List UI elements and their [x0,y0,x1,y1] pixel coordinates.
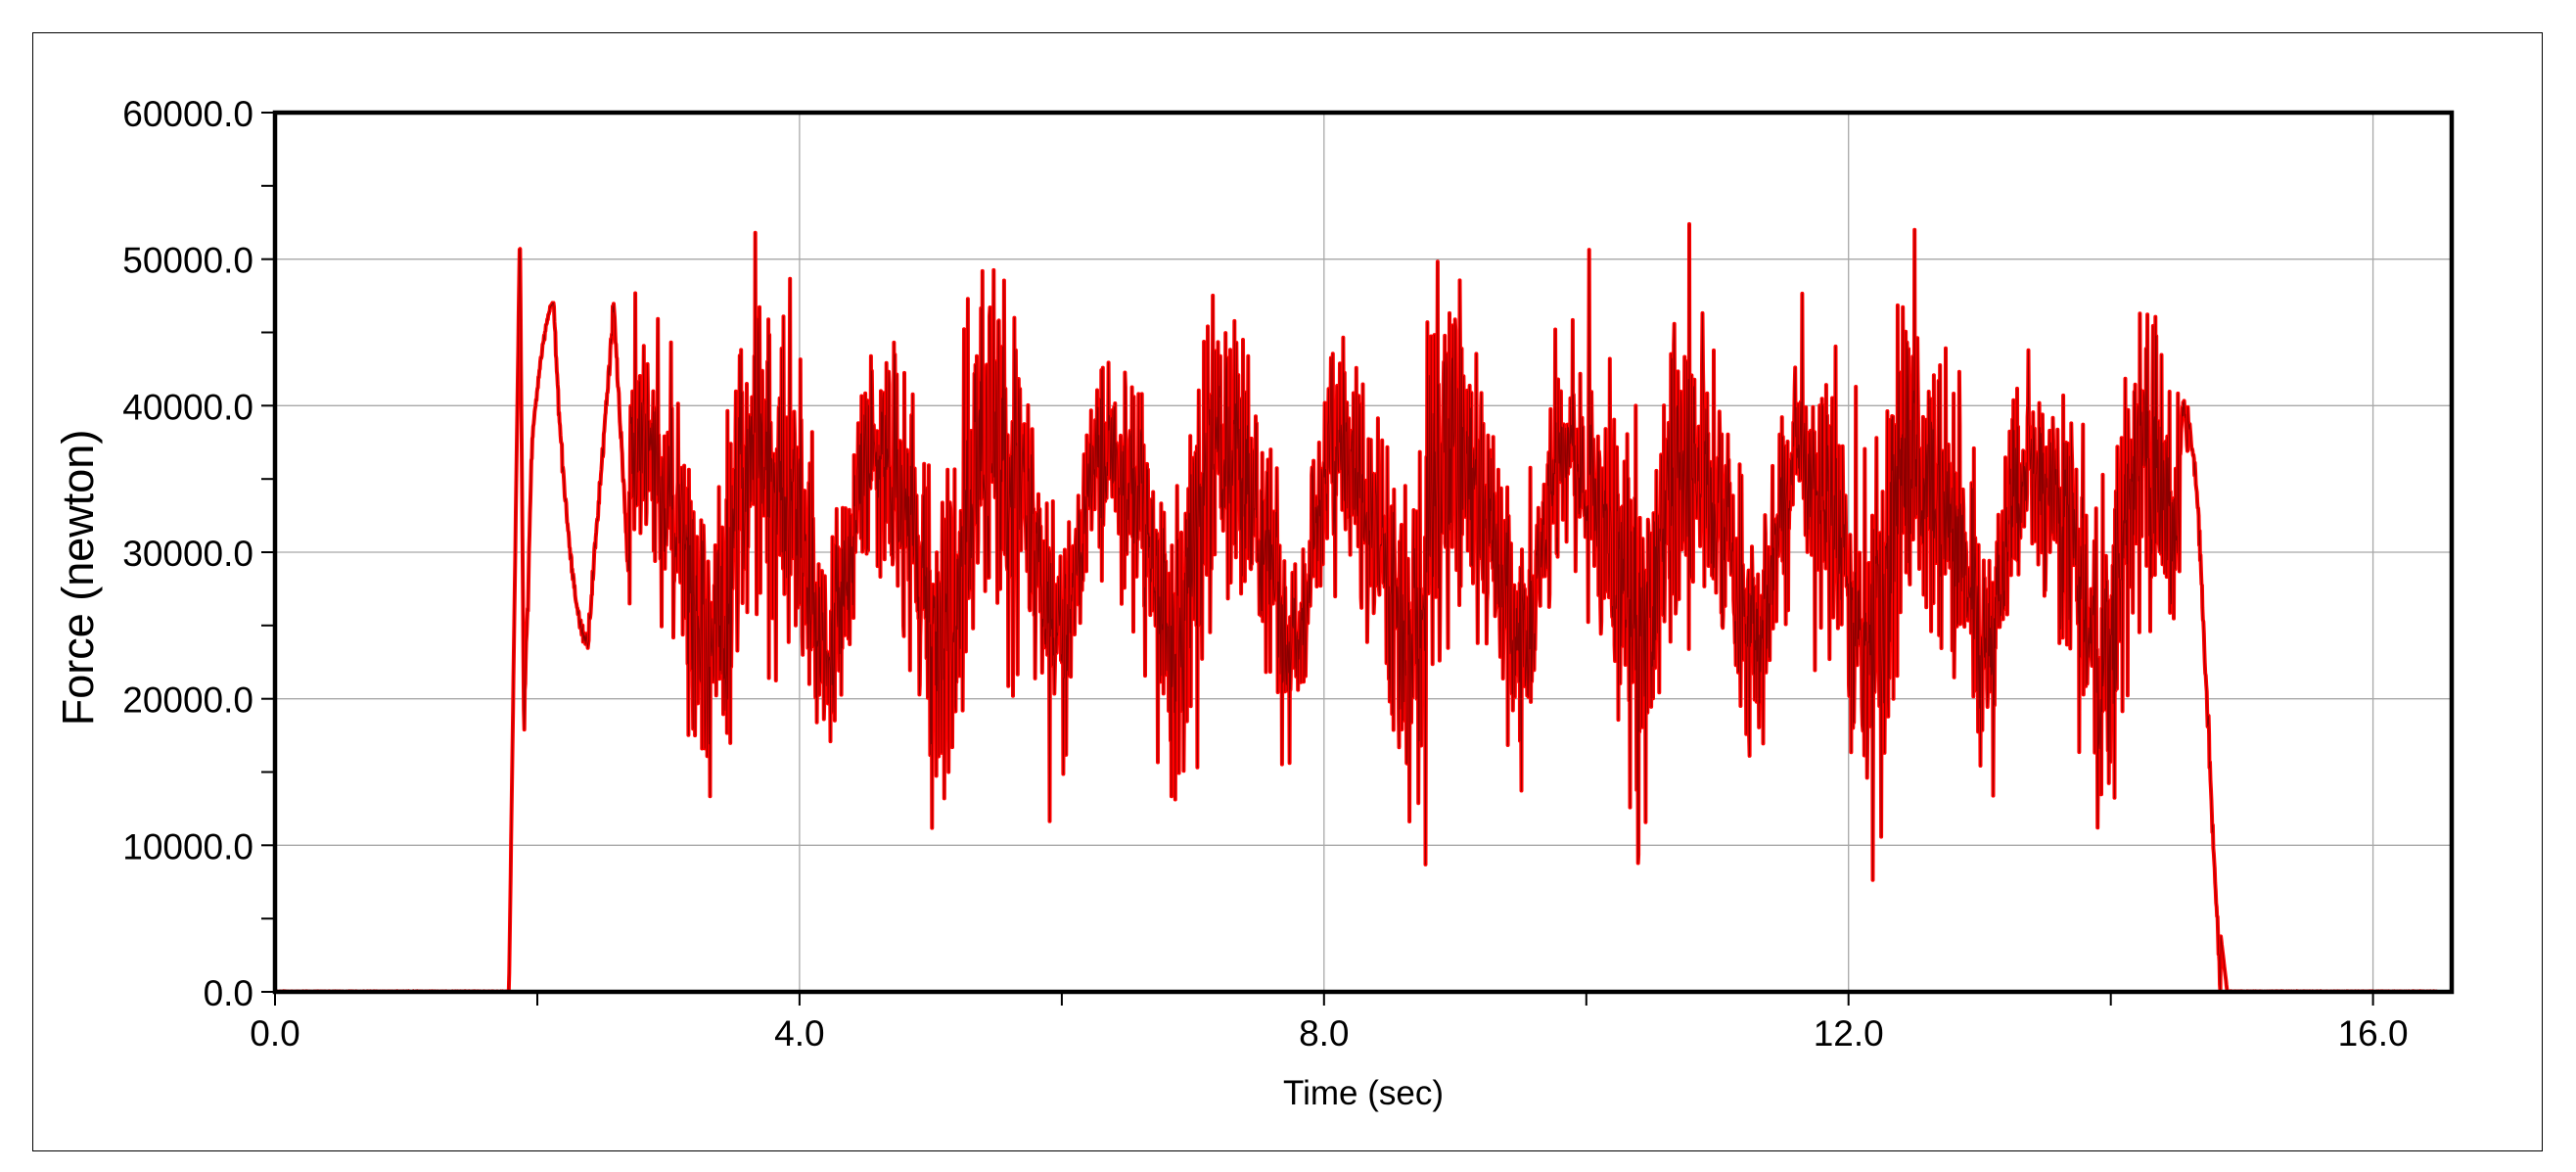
svg-text:4.0: 4.0 [774,1013,824,1054]
svg-text:20000.0: 20000.0 [122,680,253,721]
svg-text:0.0: 0.0 [250,1013,299,1054]
svg-text:Time (sec): Time (sec) [1283,1074,1444,1112]
svg-text:8.0: 8.0 [1299,1013,1349,1054]
svg-text:12.0: 12.0 [1814,1013,1884,1054]
svg-text:0.0: 0.0 [204,973,253,1013]
svg-text:30000.0: 30000.0 [122,534,253,574]
svg-text:Force (newton): Force (newton) [53,430,103,727]
svg-text:60000.0: 60000.0 [122,94,253,134]
svg-text:50000.0: 50000.0 [122,241,253,281]
svg-text:40000.0: 40000.0 [122,387,253,427]
svg-text:10000.0: 10000.0 [122,826,253,867]
svg-text:16.0: 16.0 [2338,1013,2409,1054]
